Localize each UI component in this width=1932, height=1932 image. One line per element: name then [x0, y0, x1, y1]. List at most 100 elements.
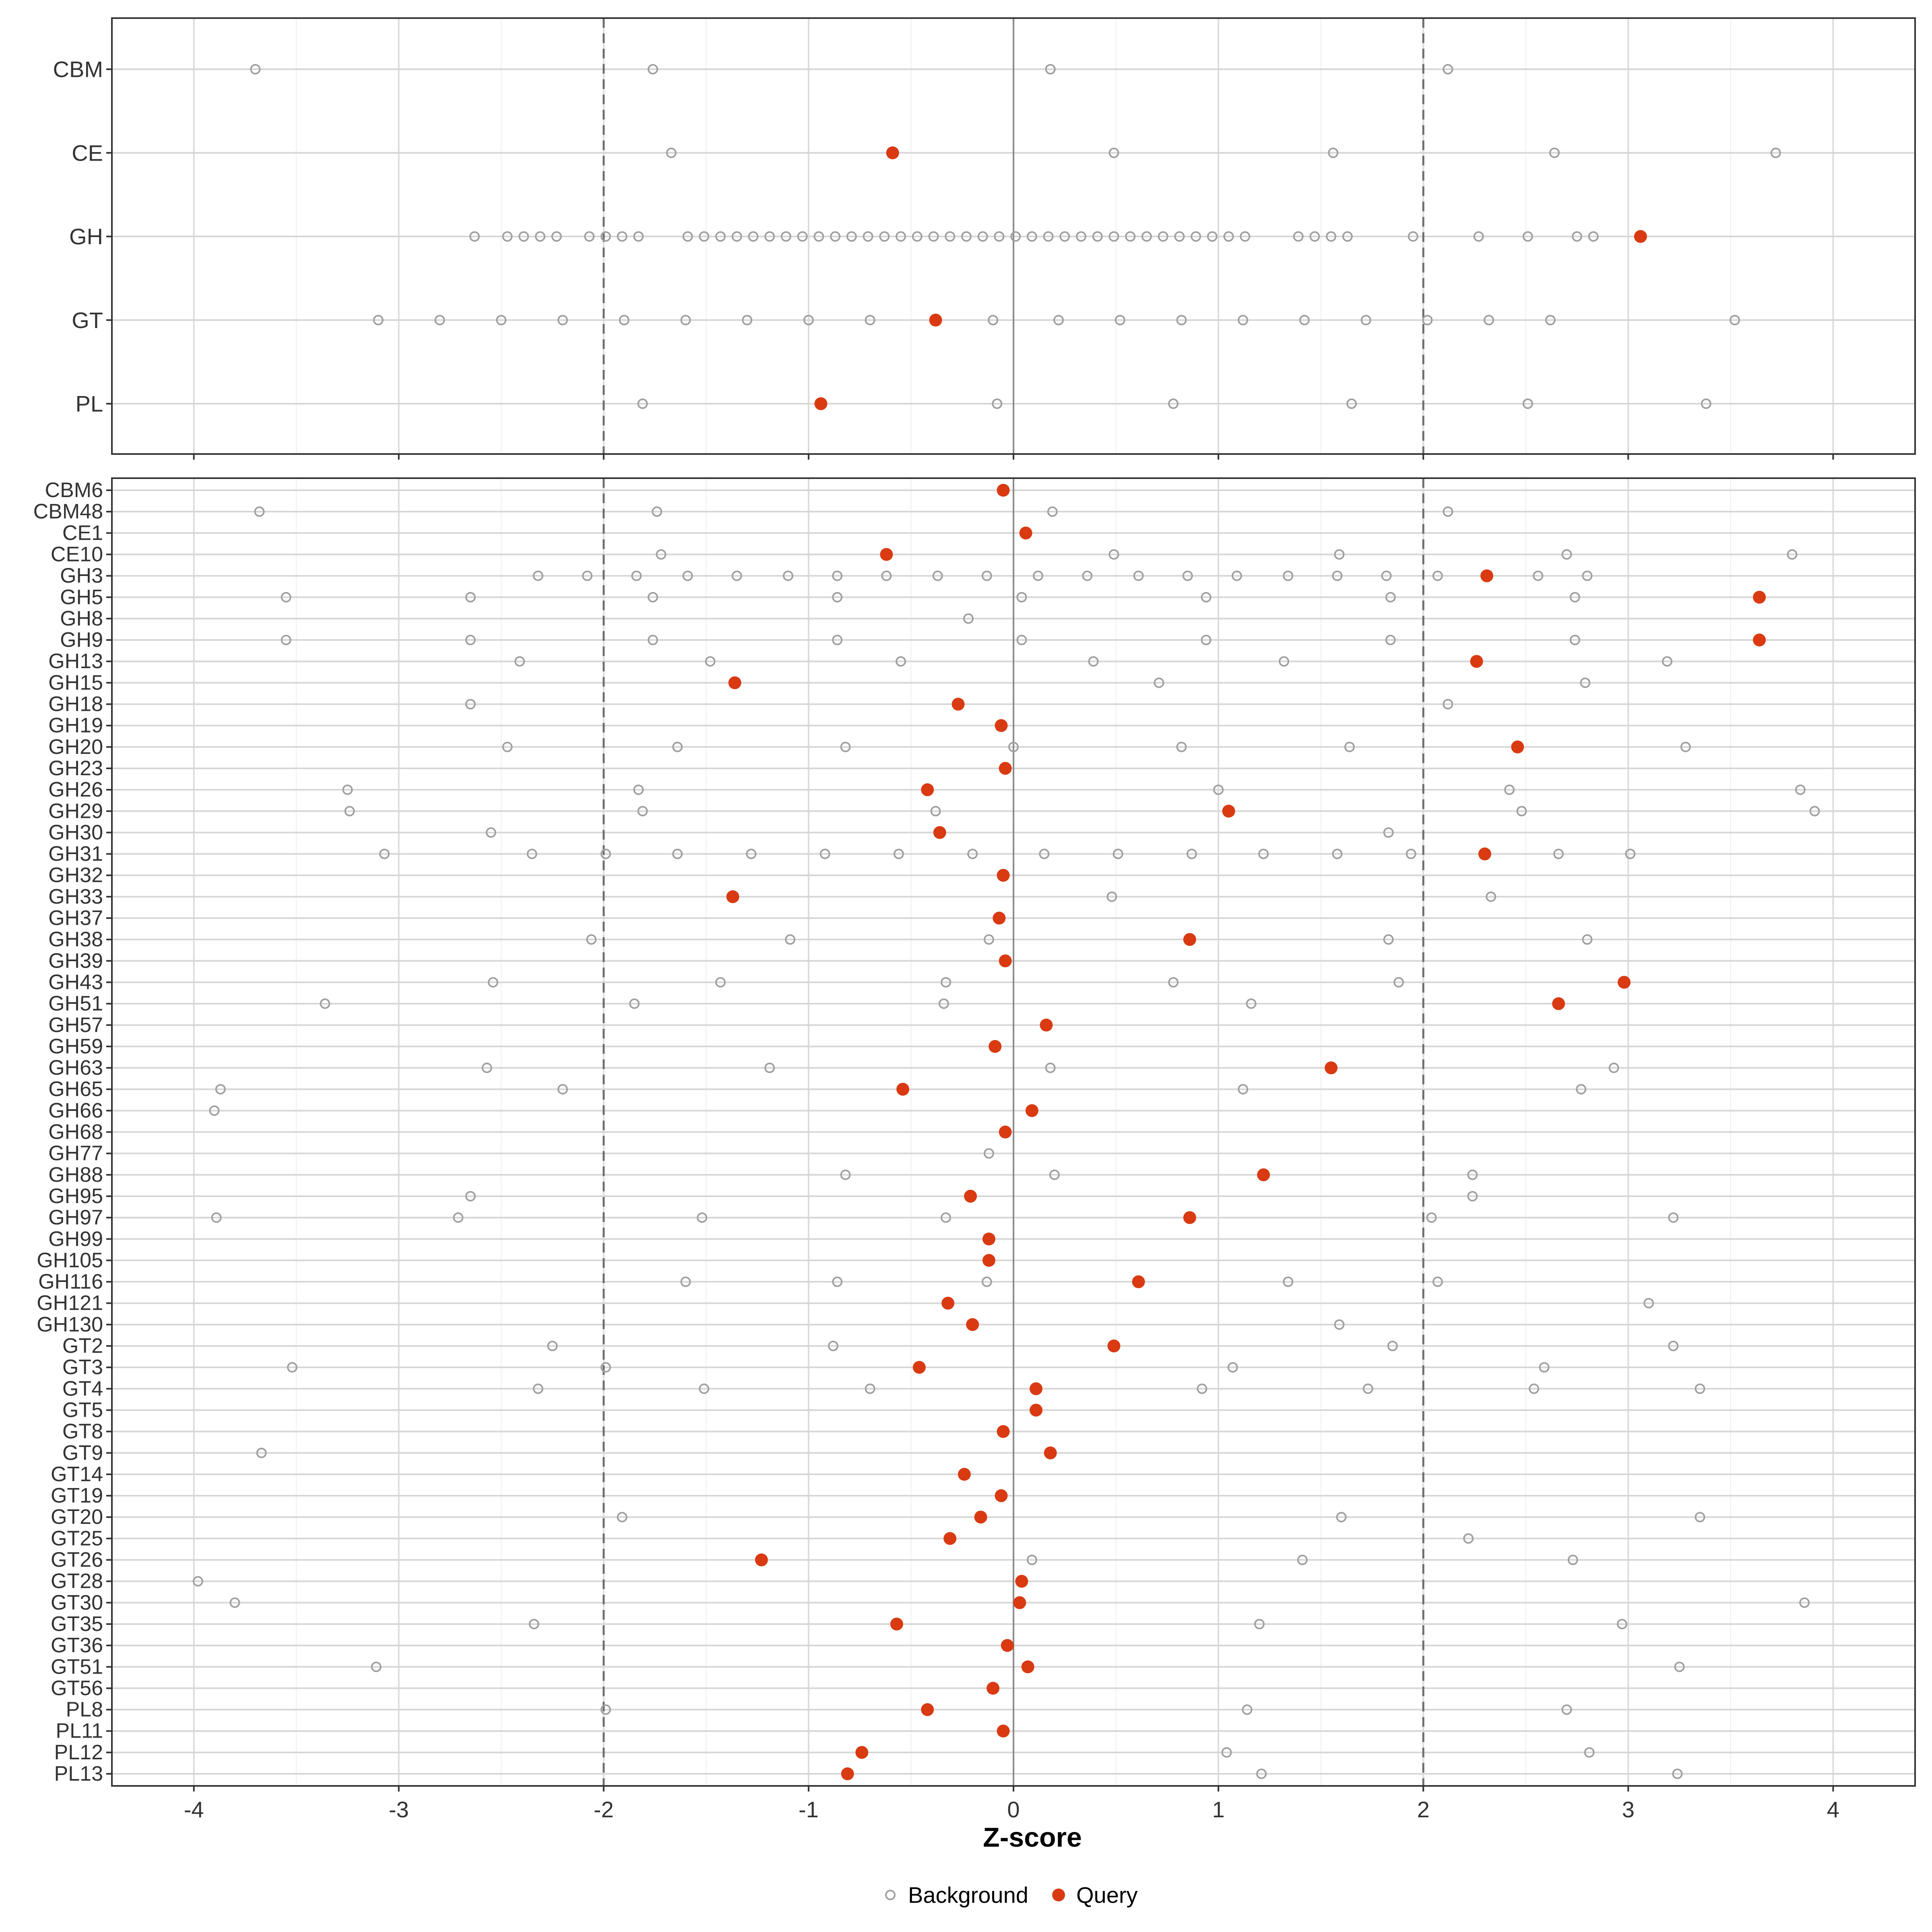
- background-point: [1016, 635, 1027, 646]
- background-point: [992, 398, 1003, 409]
- legend-background-marker: [885, 1890, 896, 1900]
- background-point: [1154, 677, 1164, 688]
- background-point: [893, 848, 904, 859]
- query-point: [1030, 1404, 1042, 1417]
- y-tick-label: GH20: [48, 735, 103, 759]
- background-point: [742, 315, 753, 326]
- background-point: [1092, 231, 1103, 242]
- background-point: [1108, 147, 1119, 158]
- background-point: [1168, 398, 1179, 409]
- background-point: [619, 315, 630, 326]
- background-point: [502, 231, 513, 242]
- background-point: [941, 977, 951, 988]
- background-point: [379, 848, 390, 859]
- background-point: [1332, 570, 1343, 581]
- query-point: [1478, 847, 1491, 861]
- y-tick-label: GT25: [51, 1527, 103, 1550]
- background-point: [977, 231, 988, 242]
- background-point: [1529, 1383, 1540, 1394]
- background-point: [1113, 848, 1123, 859]
- query-point: [1040, 1018, 1053, 1032]
- background-point: [1643, 1298, 1654, 1309]
- background-point: [637, 806, 648, 817]
- x-tick-label: 4: [1827, 1797, 1839, 1822]
- y-tick-label: GT30: [51, 1591, 103, 1614]
- query-point: [1222, 805, 1235, 818]
- background-point: [1701, 398, 1711, 409]
- query-point: [1030, 1382, 1042, 1395]
- background-point: [1443, 699, 1453, 710]
- background-point: [648, 592, 658, 603]
- query-point: [999, 762, 1012, 775]
- background-point: [1545, 315, 1556, 326]
- background-point: [1223, 231, 1234, 242]
- background-point: [1238, 1084, 1249, 1095]
- y-tick-label: GT3: [62, 1356, 103, 1379]
- y-tick-label: GH39: [48, 949, 103, 972]
- legend-query-label: Query: [1076, 1882, 1138, 1908]
- background-point: [1238, 315, 1249, 326]
- background-point: [1332, 848, 1343, 859]
- background-point: [209, 1105, 220, 1116]
- y-tick-label: GT: [72, 308, 103, 333]
- y-tick-label: CE: [72, 140, 103, 165]
- y-tick-label: GH33: [48, 885, 103, 908]
- background-point: [1016, 592, 1027, 603]
- background-point: [1569, 592, 1580, 603]
- background-point: [1106, 891, 1117, 902]
- background-point: [320, 998, 330, 1009]
- background-point: [930, 806, 941, 817]
- background-point: [1108, 231, 1119, 242]
- background-point: [1387, 1341, 1398, 1351]
- background-point: [1730, 315, 1740, 326]
- background-point: [481, 1063, 492, 1073]
- background-point: [680, 315, 691, 326]
- y-tick-label: GT9: [62, 1441, 103, 1465]
- y-tick-label: GH9: [60, 628, 103, 652]
- background-point: [465, 635, 476, 646]
- background-point: [1076, 231, 1086, 242]
- query-point: [1107, 1340, 1121, 1352]
- background-point: [584, 231, 595, 242]
- y-tick-label: GH26: [48, 778, 103, 801]
- background-point: [533, 570, 543, 581]
- background-point: [453, 1212, 464, 1223]
- background-point: [879, 231, 890, 242]
- query-point: [890, 1617, 903, 1631]
- query-point: [814, 397, 828, 410]
- y-tick-label: GT14: [51, 1463, 103, 1486]
- y-tick-label: GH43: [48, 970, 103, 994]
- y-tick-label: GH105: [37, 1249, 103, 1272]
- background-point: [1342, 231, 1353, 242]
- y-tick-label: GH38: [48, 928, 103, 951]
- x-tick-label: 0: [1007, 1797, 1020, 1822]
- background-point: [865, 1383, 875, 1394]
- background-point: [988, 315, 999, 326]
- query-point: [974, 1511, 987, 1524]
- background-point: [1141, 231, 1152, 242]
- y-tick-label: GH99: [48, 1227, 103, 1251]
- y-tick-label: GT8: [62, 1420, 103, 1443]
- background-point: [672, 741, 683, 752]
- background-point: [557, 1084, 568, 1095]
- background-point: [1047, 506, 1058, 517]
- query-point: [997, 1425, 1010, 1438]
- query-point: [1019, 526, 1032, 540]
- query-point: [1183, 933, 1196, 946]
- background-point: [1213, 784, 1224, 795]
- query-point: [1013, 1596, 1026, 1609]
- background-point: [780, 231, 791, 242]
- query-point: [855, 1746, 869, 1759]
- background-point: [983, 934, 994, 945]
- y-tick-label: GH8: [60, 607, 103, 630]
- background-point: [1283, 1276, 1294, 1287]
- background-point: [1158, 231, 1168, 242]
- background-point: [1207, 231, 1218, 242]
- background-point: [731, 570, 742, 581]
- background-point: [1588, 231, 1599, 242]
- background-point: [1443, 506, 1453, 517]
- background-point: [600, 1704, 611, 1715]
- background-point: [1088, 656, 1099, 667]
- x-tick-label: 3: [1622, 1797, 1635, 1822]
- query-point: [1325, 1061, 1338, 1075]
